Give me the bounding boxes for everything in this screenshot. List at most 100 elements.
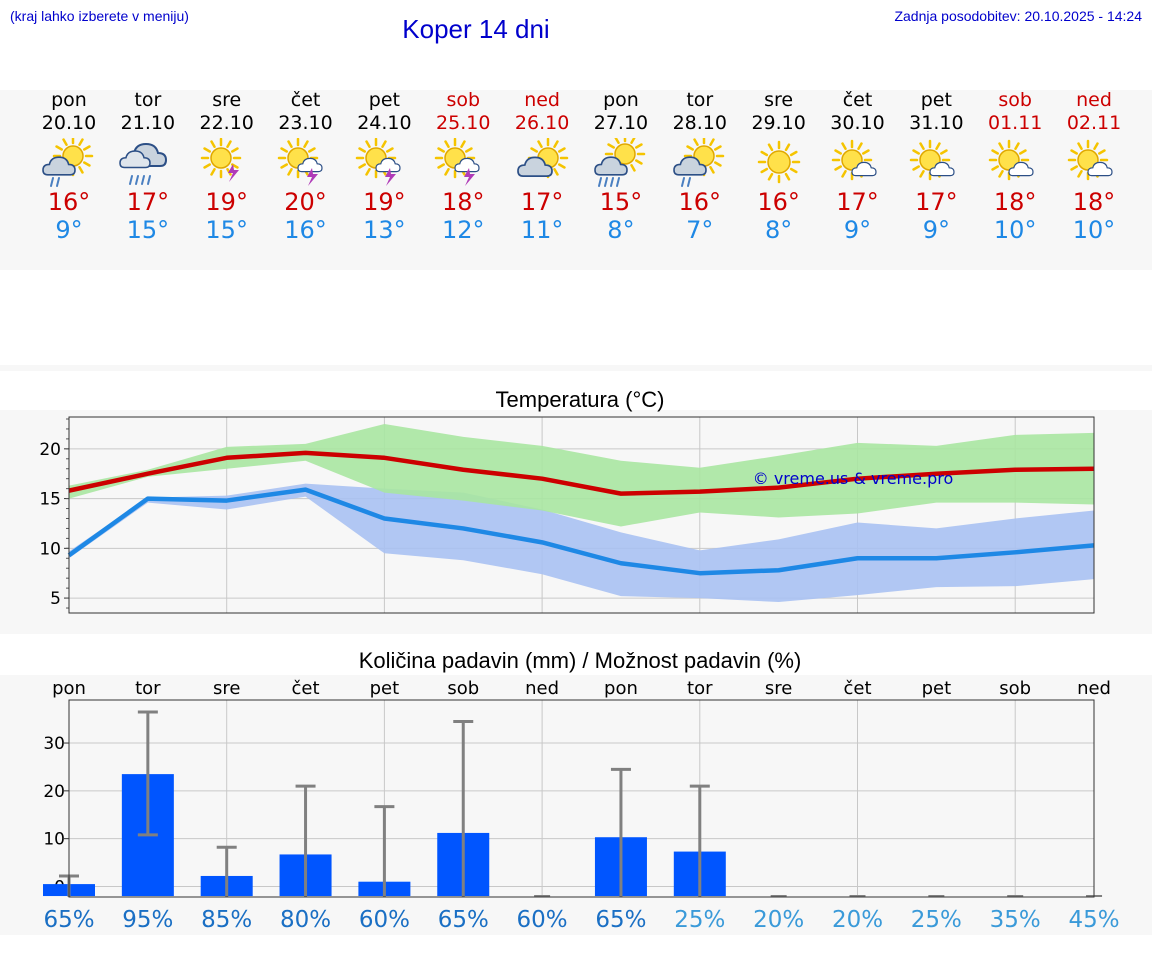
sun-small-cloud-icon bbox=[818, 138, 898, 190]
forecast-day: tor 28.10 16° 7° bbox=[660, 88, 740, 244]
forecast-day: sob 01.11 18° 10° bbox=[975, 88, 1055, 244]
day-date: 28.10 bbox=[672, 112, 727, 134]
sun-small-cloud-icon bbox=[1054, 138, 1134, 190]
min-temperature: 15° bbox=[205, 216, 248, 244]
sun-cloud-heavy-rain-icon bbox=[581, 138, 661, 190]
max-temperature: 17° bbox=[520, 188, 564, 216]
day-name: pon bbox=[51, 89, 87, 111]
category-label: ned bbox=[525, 678, 559, 699]
sun-small-cloud-icon bbox=[975, 138, 1055, 190]
max-temperature-line bbox=[68, 450, 1095, 496]
max-temperature: 19° bbox=[363, 188, 406, 216]
day-date: 27.10 bbox=[593, 112, 649, 134]
day-name: čet bbox=[842, 89, 873, 111]
y-tick-label: 5 bbox=[50, 589, 61, 609]
precipitation-chart-title: Količina padavin (mm) / Možnost padavin … bbox=[358, 648, 802, 673]
forecast-day: pet 24.10 19° 13° bbox=[344, 88, 424, 244]
y-tick-label: 20 bbox=[43, 782, 65, 802]
category-label: pon bbox=[604, 678, 638, 699]
min-temperature: 15° bbox=[126, 216, 170, 244]
precipitation-probability: 95% bbox=[122, 907, 173, 933]
day-name: sob bbox=[446, 89, 481, 111]
y-tick-label: 15 bbox=[39, 490, 61, 510]
precipitation-probability: 20% bbox=[753, 907, 804, 933]
watermark: © vreme.us & vreme.pro bbox=[753, 469, 954, 488]
day-name: sre bbox=[764, 89, 794, 111]
location-hint: (kraj lahko izberete v meniju) bbox=[10, 8, 189, 24]
forecast-day: pon 20.10 16° 9° bbox=[29, 88, 109, 244]
category-label: sob bbox=[999, 678, 1031, 699]
separator bbox=[0, 365, 1152, 371]
precipitation-probability: 35% bbox=[990, 907, 1041, 933]
sun-cloud-rain-icon bbox=[660, 138, 740, 190]
day-name: ned bbox=[524, 89, 560, 111]
day-name: sob bbox=[998, 89, 1032, 111]
page-title: Koper 14 dni bbox=[402, 14, 550, 44]
category-label: tor bbox=[135, 678, 161, 699]
forecast-day: čet 30.10 17° 9° bbox=[818, 88, 898, 244]
category-label: sre bbox=[765, 678, 792, 699]
precipitation-probability: 25% bbox=[674, 907, 725, 933]
day-date: 30.10 bbox=[830, 112, 885, 134]
precipitation-probability: 45% bbox=[1068, 907, 1119, 933]
day-name: sre bbox=[212, 89, 242, 111]
day-date: 21.10 bbox=[120, 112, 176, 134]
forecast-day: pet 31.10 17° 9° bbox=[896, 88, 976, 244]
max-temperature: 17° bbox=[836, 188, 879, 216]
day-name: čet bbox=[290, 89, 321, 111]
sun-icon bbox=[739, 138, 819, 190]
precipitation-probability: 20% bbox=[832, 907, 883, 933]
max-temperature-range bbox=[69, 423, 1095, 527]
category-label: sre bbox=[213, 678, 240, 699]
max-temperature: 18° bbox=[441, 188, 485, 216]
category-label: tor bbox=[687, 678, 713, 699]
day-name: pet bbox=[368, 89, 400, 111]
min-temperature: 13° bbox=[363, 216, 406, 244]
sun-small-cloud-icon bbox=[896, 138, 976, 190]
max-temperature: 16° bbox=[757, 188, 800, 216]
category-label: sob bbox=[447, 678, 479, 699]
sun-cloud-thunder-icon bbox=[423, 138, 503, 190]
max-temperature: 16° bbox=[678, 188, 722, 216]
forecast-day: tor 21.10 17° 15° bbox=[108, 88, 188, 244]
day-date: 31.10 bbox=[909, 112, 964, 134]
min-temperature-line bbox=[67, 487, 1095, 576]
min-temperature: 10° bbox=[993, 216, 1037, 244]
forecast-day: pon 27.10 15° 8° bbox=[581, 88, 661, 244]
min-temperature: 16° bbox=[284, 216, 327, 244]
sun-cloud-icon bbox=[502, 138, 582, 190]
max-temperature: 18° bbox=[1072, 188, 1116, 216]
min-temperature-range bbox=[69, 483, 1095, 603]
day-date: 26.10 bbox=[514, 112, 570, 134]
day-date: 29.10 bbox=[751, 112, 806, 134]
plot-frame bbox=[68, 699, 1095, 898]
max-temperature: 17° bbox=[126, 188, 170, 216]
sun-thunder-icon bbox=[187, 138, 267, 190]
min-temperature: 10° bbox=[1072, 216, 1116, 244]
day-date: 01.11 bbox=[987, 112, 1043, 134]
sun-cloud-rain-icon bbox=[29, 138, 109, 190]
min-temperature: 12° bbox=[441, 216, 485, 244]
forecast-day: sre 22.10 19° 15° bbox=[187, 88, 267, 244]
temperature-chart: 5 10 15 20 © vreme.us & vreme.pro bbox=[39, 416, 1095, 614]
min-temperature: 11° bbox=[520, 216, 564, 244]
plot-frame bbox=[68, 416, 1095, 614]
min-temperature: 8° bbox=[765, 216, 793, 244]
forecast-day: ned 02.11 18° 10° bbox=[1054, 88, 1134, 244]
min-temperature: 8° bbox=[607, 216, 635, 244]
y-tick-label: 10 bbox=[43, 830, 65, 850]
sun-cloud-thunder-icon bbox=[344, 138, 424, 190]
max-temperature: 17° bbox=[915, 188, 958, 216]
min-temperature: 7° bbox=[686, 216, 714, 244]
category-label: čet bbox=[292, 678, 320, 699]
day-name: ned bbox=[1076, 89, 1112, 111]
category-label: pon bbox=[52, 678, 86, 699]
precipitation-probability: 65% bbox=[438, 907, 489, 933]
precipitation-probability: 85% bbox=[201, 907, 252, 933]
y-tick-label: 10 bbox=[39, 539, 61, 559]
precipitation-probability: 65% bbox=[595, 907, 646, 933]
last-update: Zadnja posodobitev: 20.10.2025 - 14:24 bbox=[894, 8, 1142, 24]
y-tick-label: 30 bbox=[43, 734, 65, 754]
max-temperature: 15° bbox=[599, 188, 643, 216]
plot-area bbox=[69, 700, 1094, 897]
